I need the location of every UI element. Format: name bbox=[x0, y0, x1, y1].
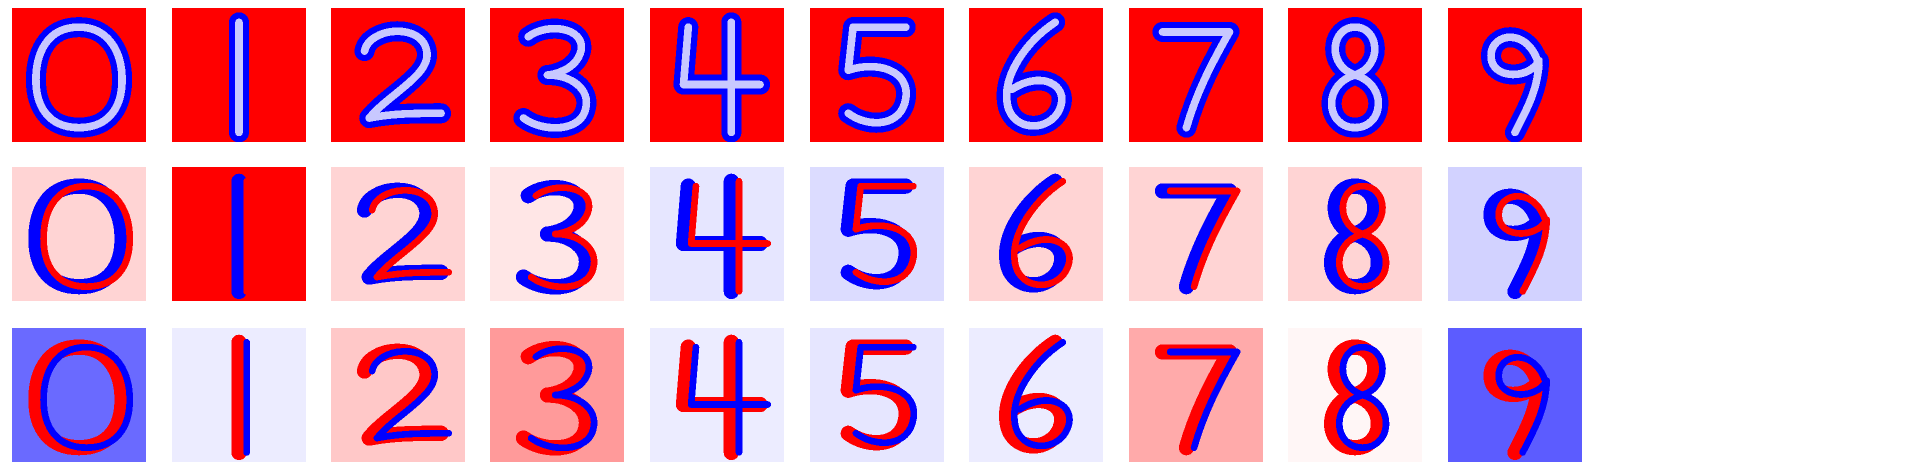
digit-6-weight-image-row-2 bbox=[969, 167, 1103, 301]
digit-5-weight-image-row-2 bbox=[810, 167, 944, 301]
digit-2-weight-image-row-3 bbox=[331, 328, 465, 462]
digit-1-heatmap bbox=[172, 328, 306, 462]
digit-3-weight-image-row-2 bbox=[490, 167, 624, 301]
digit-4-weight-image-row-2 bbox=[650, 167, 784, 301]
digit-3-heatmap bbox=[490, 328, 624, 462]
digit-7-heatmap bbox=[1129, 167, 1263, 301]
digit-9-heatmap bbox=[1448, 328, 1582, 462]
digit-0-heatmap bbox=[12, 167, 146, 301]
digit-6-weight-image-row-3 bbox=[969, 328, 1103, 462]
digit-5-heatmap bbox=[810, 8, 944, 142]
digit-5-weight-image-row-1 bbox=[810, 8, 944, 142]
digit-8-weight-image-row-2 bbox=[1288, 167, 1422, 301]
digit-3-weight-image-row-1 bbox=[490, 8, 624, 142]
digit-9-weight-image-row-3 bbox=[1448, 328, 1582, 462]
digit-7-weight-image-row-1 bbox=[1129, 8, 1263, 142]
digit-1-heatmap bbox=[172, 8, 306, 142]
digit-0-heatmap bbox=[12, 8, 146, 142]
digit-8-heatmap bbox=[1288, 8, 1422, 142]
heatmap-background bbox=[650, 167, 784, 301]
digit-3-heatmap bbox=[490, 167, 624, 301]
digit-2-weight-image-row-2 bbox=[331, 167, 465, 301]
digit-7-heatmap bbox=[1129, 8, 1263, 142]
digit-7-weight-image-row-3 bbox=[1129, 328, 1263, 462]
digit-9-heatmap bbox=[1448, 8, 1582, 142]
digit-2-heatmap bbox=[331, 167, 465, 301]
digit-6-weight-image-row-1 bbox=[969, 8, 1103, 142]
digit-1-weight-image-row-1 bbox=[172, 8, 306, 142]
digit-4-heatmap bbox=[650, 167, 784, 301]
digit-0-weight-image-row-3 bbox=[12, 328, 146, 462]
digit-6-heatmap bbox=[969, 167, 1103, 301]
digit-8-heatmap bbox=[1288, 167, 1422, 301]
digit-2-heatmap bbox=[331, 8, 465, 142]
digit-6-heatmap bbox=[969, 328, 1103, 462]
digit-7-heatmap bbox=[1129, 328, 1263, 462]
digit-0-weight-image-row-2 bbox=[12, 167, 146, 301]
digit-1-weight-image-row-2 bbox=[172, 167, 306, 301]
digit-8-heatmap bbox=[1288, 328, 1422, 462]
digit-4-weight-image-row-3 bbox=[650, 328, 784, 462]
digit-5-heatmap bbox=[810, 328, 944, 462]
digit-4-weight-image-row-1 bbox=[650, 8, 784, 142]
digit-9-weight-image-row-2 bbox=[1448, 167, 1582, 301]
digit-7-weight-image-row-2 bbox=[1129, 167, 1263, 301]
digit-4-heatmap bbox=[650, 328, 784, 462]
digit-5-heatmap bbox=[810, 167, 944, 301]
digit-6-heatmap bbox=[969, 8, 1103, 142]
digit-8-weight-image-row-3 bbox=[1288, 328, 1422, 462]
digit-0-weight-image-row-1 bbox=[12, 8, 146, 142]
digit-9-weight-image-row-1 bbox=[1448, 8, 1582, 142]
digit-5-weight-image-row-3 bbox=[810, 328, 944, 462]
digit-1-weight-image-row-3 bbox=[172, 328, 306, 462]
digit-2-weight-image-row-1 bbox=[331, 8, 465, 142]
digit-9-heatmap bbox=[1448, 167, 1582, 301]
digit-4-heatmap bbox=[650, 8, 784, 142]
digit-3-heatmap bbox=[490, 8, 624, 142]
digit-2-heatmap bbox=[331, 328, 465, 462]
digit-0-heatmap bbox=[12, 328, 146, 462]
digit-8-weight-image-row-1 bbox=[1288, 8, 1422, 142]
heatmap-background bbox=[650, 328, 784, 462]
digit-3-weight-image-row-3 bbox=[490, 328, 624, 462]
digit-1-heatmap bbox=[172, 167, 306, 301]
